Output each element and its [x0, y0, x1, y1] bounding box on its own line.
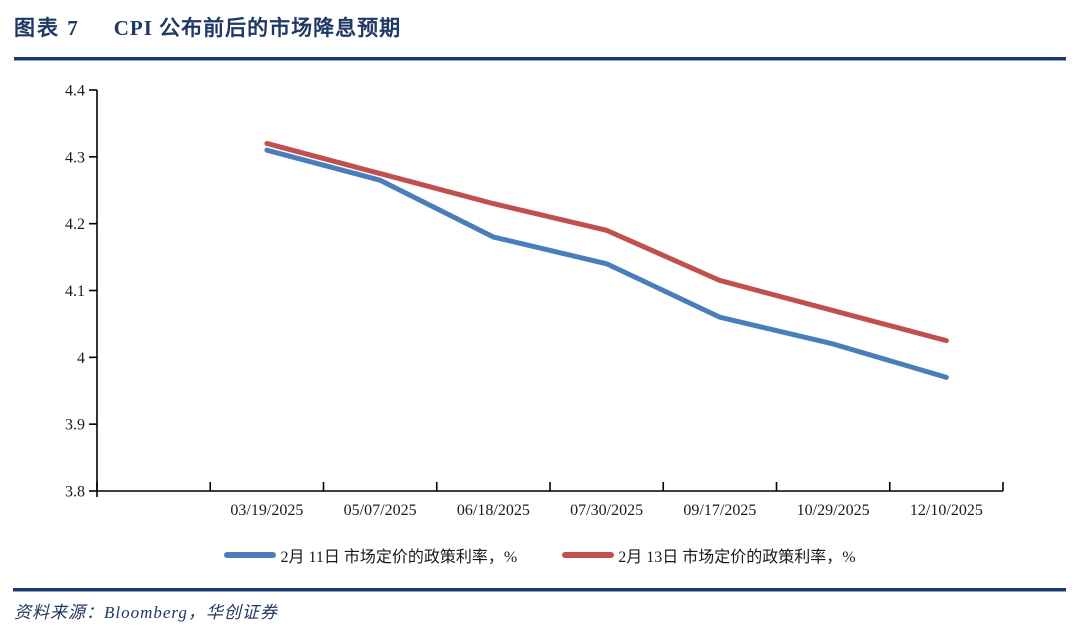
- y-tick-label: 4.3: [65, 149, 85, 166]
- x-tick-label: 03/19/2025: [230, 502, 303, 519]
- figure-number-label: 图表 7: [14, 16, 80, 40]
- legend-label-1: 2月 13日 市场定价的政策利率，%: [618, 549, 856, 566]
- legend-item-0: 2月 11日 市场定价的政策利率，%: [224, 543, 517, 567]
- legend-swatch-0: [224, 552, 277, 558]
- legend-swatch-1: [562, 552, 615, 558]
- x-tick-label: 09/17/2025: [683, 502, 756, 519]
- x-tick-label: 07/30/2025: [570, 502, 643, 519]
- source-note: 资料来源：Bloomberg，华创证券: [14, 603, 278, 622]
- y-tick-label: 4.1: [65, 283, 85, 300]
- y-tick-label: 3.8: [65, 484, 85, 501]
- y-tick-label: 4.2: [65, 216, 85, 233]
- x-tick-label: 06/18/2025: [457, 502, 530, 519]
- header-divider: [14, 57, 1066, 61]
- x-tick-label: 12/10/2025: [910, 502, 983, 519]
- figure-title: 图表 7 CPI 公布前后的市场降息预期: [14, 12, 1066, 42]
- y-tick-label: 4.4: [65, 83, 85, 100]
- chart-area: 3.8 3.9 4 4.1 4.2 4.3 4.4 03/19/2025 05/07/2025 0…: [0, 75, 1080, 535]
- y-tick-label: 3.9: [65, 417, 85, 434]
- figure-header: 图表 7 CPI 公布前后的市场降息预期: [14, 12, 1066, 42]
- y-tick-label: 4: [77, 350, 85, 367]
- footer-divider: [13, 588, 1066, 592]
- x-tick-label: 05/07/2025: [344, 502, 417, 519]
- rate-expectation-chart: 3.8 3.9 4 4.1 4.2 4.3 4.4 03/19/2025 05/07/2025 0…: [65, 83, 1004, 519]
- chart-legend: 2月 11日 市场定价的政策利率，% 2月 13日 市场定价的政策利率，%: [0, 538, 1080, 572]
- series-line-0: [264, 147, 949, 380]
- figure-title-text: CPI 公布前后的市场降息预期: [113, 16, 402, 40]
- legend-item-1: 2月 13日 市场定价的政策利率，%: [562, 543, 856, 567]
- legend-label-0: 2月 11日 市场定价的政策利率，%: [280, 549, 518, 566]
- x-tick-label: 10/29/2025: [797, 502, 870, 519]
- series-line-1: [264, 140, 949, 344]
